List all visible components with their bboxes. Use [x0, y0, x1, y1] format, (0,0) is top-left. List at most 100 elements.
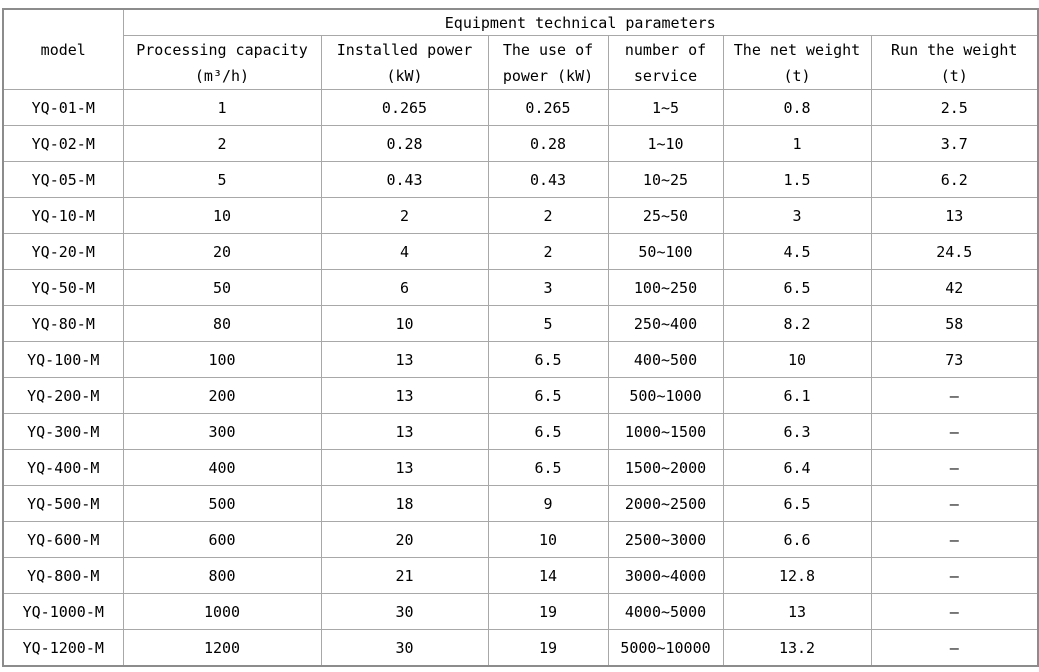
model-column-header: model	[2, 8, 124, 90]
table-cell: 2	[320, 197, 489, 234]
table-cell: 500~1000	[607, 377, 724, 414]
table-cell: 80	[122, 305, 322, 342]
table-cell: 14	[487, 557, 609, 594]
table-cell: 5	[487, 305, 609, 342]
model-cell: YQ-80-M	[2, 305, 124, 342]
table-cell: 6.2	[870, 161, 1039, 198]
table-cell: 6.3	[722, 413, 872, 450]
model-cell: YQ-1000-M	[2, 593, 124, 630]
table-cell: 8.2	[722, 305, 872, 342]
table-cell: 0.43	[320, 161, 489, 198]
header-row-title: model Equipment technical parameters	[2, 8, 1039, 90]
model-cell: YQ-500-M	[2, 485, 124, 522]
header-line1: Installed power	[336, 40, 473, 59]
table-cell: 58	[870, 305, 1039, 342]
table-cell: 3	[722, 197, 872, 234]
model-cell: YQ-100-M	[2, 341, 124, 378]
table-row: YQ-05-M 5 0.43 0.43 10~25 1.5 6.2	[2, 161, 1039, 198]
table-cell: 1200	[122, 629, 322, 667]
header-line2: (t)	[783, 66, 811, 85]
model-cell: YQ-200-M	[2, 377, 124, 414]
table-cell: 13	[320, 449, 489, 486]
table-row: YQ-10-M 10 2 2 25~50 3 13	[2, 197, 1039, 234]
table-cell: 6.5	[487, 449, 609, 486]
table-cell: 30	[320, 593, 489, 630]
table-cell: 9	[487, 485, 609, 522]
table-row: YQ-80-M 80 10 5 250~400 8.2 58	[2, 305, 1039, 342]
table-cell: 20	[122, 233, 322, 270]
model-cell: YQ-05-M	[2, 161, 124, 198]
header-line2: power (kW)	[502, 66, 594, 85]
table-cell: 10	[320, 305, 489, 342]
table-cell: 6.4	[722, 449, 872, 486]
table-cell: 13	[870, 197, 1039, 234]
model-cell: YQ-800-M	[2, 557, 124, 594]
table-cell: 10	[722, 341, 872, 378]
table-cell: 500	[122, 485, 322, 522]
table-cell: 100	[122, 341, 322, 378]
table-cell: —	[870, 449, 1039, 486]
table-row: YQ-800-M 800 21 14 3000~4000 12.8 —	[2, 557, 1039, 594]
table-cell: —	[870, 521, 1039, 558]
table-cell: 25~50	[607, 197, 724, 234]
table-cell: 5	[122, 161, 322, 198]
model-cell: YQ-10-M	[2, 197, 124, 234]
header-line1: number of	[624, 40, 707, 59]
table-cell: 1.5	[722, 161, 872, 198]
table-cell: 6.6	[722, 521, 872, 558]
table-row: YQ-300-M 300 13 6.5 1000~1500 6.3 —	[2, 413, 1039, 450]
table-cell: 6.5	[722, 269, 872, 306]
table-cell: 50~100	[607, 233, 724, 270]
table-cell: 2.5	[870, 89, 1039, 126]
table-cell: 10	[487, 521, 609, 558]
table-cell: —	[870, 629, 1039, 667]
table-cell: 10	[122, 197, 322, 234]
table-row: YQ-1200-M 1200 30 19 5000~10000 13.2 —	[2, 629, 1039, 667]
table-row: YQ-100-M 100 13 6.5 400~500 10 73	[2, 341, 1039, 378]
model-cell: YQ-600-M	[2, 521, 124, 558]
table-cell: 21	[320, 557, 489, 594]
table-cell: —	[870, 485, 1039, 522]
table-cell: 3.7	[870, 125, 1039, 162]
table-row: YQ-01-M 1 0.265 0.265 1~5 0.8 2.5	[2, 89, 1039, 126]
column-header-installed-power: Installed power (kW)	[320, 35, 489, 90]
table-cell: 100~250	[607, 269, 724, 306]
table-cell: 4	[320, 233, 489, 270]
column-header-use-of-power: The use of power (kW)	[487, 35, 609, 90]
table-cell: 1~5	[607, 89, 724, 126]
table-cell: 13	[722, 593, 872, 630]
table-row: YQ-200-M 200 13 6.5 500~1000 6.1 —	[2, 377, 1039, 414]
table-cell: 20	[320, 521, 489, 558]
header-row-subheads: Processing capacity (m³/h) Installed pow…	[3, 35, 1039, 90]
table-cell: 50	[122, 269, 322, 306]
table-cell: 400~500	[607, 341, 724, 378]
table-cell: 19	[487, 593, 609, 630]
table-cell: 0.265	[320, 89, 489, 126]
table-row: YQ-1000-M 1000 30 19 4000~5000 13 —	[2, 593, 1039, 630]
model-cell: YQ-1200-M	[2, 629, 124, 667]
header-line1: The use of	[502, 40, 594, 59]
table-cell: —	[870, 593, 1039, 630]
table-cell: —	[870, 377, 1039, 414]
table-title: Equipment technical parameters	[122, 8, 1039, 36]
table-cell: 0.28	[320, 125, 489, 162]
table-cell: 2500~3000	[607, 521, 724, 558]
table-row: YQ-50-M 50 6 3 100~250 6.5 42	[2, 269, 1039, 306]
table-cell: 6.5	[487, 341, 609, 378]
table-cell: 600	[122, 521, 322, 558]
table-cell: 6.1	[722, 377, 872, 414]
table-cell: 42	[870, 269, 1039, 306]
table-row: YQ-02-M 2 0.28 0.28 1~10 1 3.7	[2, 125, 1039, 162]
column-header-run-weight: Run the weight (t)	[870, 35, 1039, 90]
table-cell: 13	[320, 413, 489, 450]
table-cell: 6.5	[722, 485, 872, 522]
table-cell: 3000~4000	[607, 557, 724, 594]
table-cell: 12.8	[722, 557, 872, 594]
table-cell: 13.2	[722, 629, 872, 667]
column-header-number-of-service: number of service	[607, 35, 724, 90]
equipment-parameters-table: model Equipment technical parameters Pro…	[2, 8, 1039, 667]
model-cell: YQ-400-M	[2, 449, 124, 486]
table-cell: 1000~1500	[607, 413, 724, 450]
table-cell: 30	[320, 629, 489, 667]
